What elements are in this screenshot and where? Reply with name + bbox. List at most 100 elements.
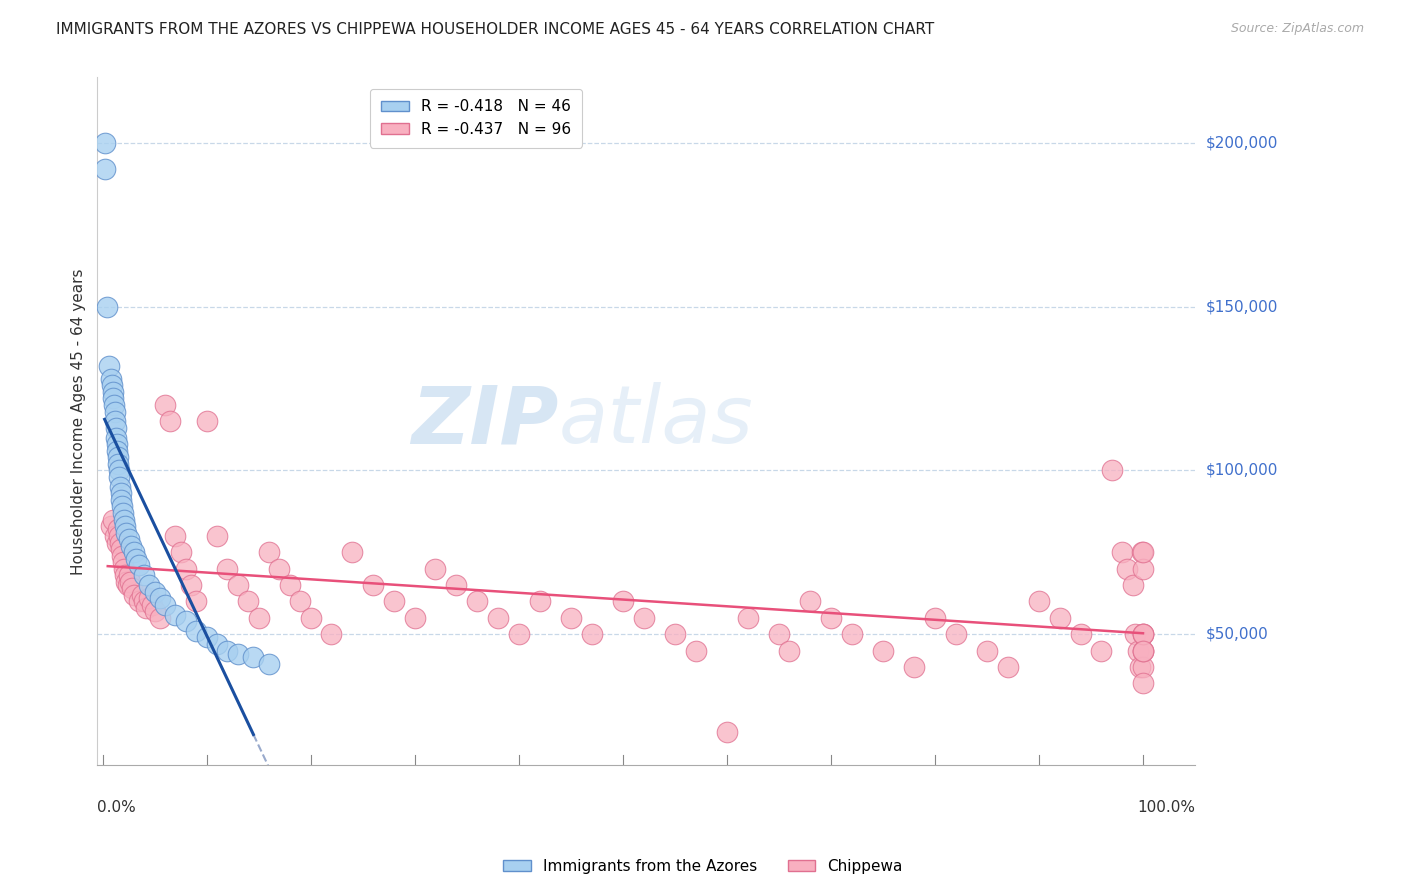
Point [105, 421, 128, 435]
Point [105, 535, 128, 549]
Point [1122, 578, 1144, 592]
Text: Source: ZipAtlas.com: Source: ZipAtlas.com [1230, 22, 1364, 36]
Point [685, 643, 707, 657]
Point [93, 162, 115, 177]
Point [110, 535, 132, 549]
Point [117, 568, 139, 582]
Point [112, 506, 135, 520]
Y-axis label: Householder Income Ages 45 - 64 years: Householder Income Ages 45 - 64 years [72, 268, 86, 574]
Point [716, 725, 738, 739]
Point [924, 611, 946, 625]
Text: $150,000: $150,000 [1206, 299, 1278, 314]
Point [247, 611, 270, 625]
Text: $100,000: $100,000 [1206, 463, 1278, 478]
Point [174, 562, 197, 576]
Point [1132, 627, 1154, 641]
Point [100, 519, 122, 533]
Point [120, 539, 142, 553]
Point [165, 607, 187, 622]
Point [165, 529, 187, 543]
Point [1132, 643, 1154, 657]
Point [149, 611, 172, 625]
Point [737, 611, 759, 625]
Point [105, 443, 128, 458]
Point [278, 578, 301, 592]
Point [101, 384, 124, 399]
Point [342, 545, 364, 559]
Point [93, 136, 115, 150]
Point [1132, 562, 1154, 576]
Point [118, 574, 141, 589]
Point [125, 552, 148, 566]
Point [96, 300, 118, 314]
Point [111, 549, 134, 563]
Point [205, 637, 228, 651]
Point [107, 523, 129, 537]
Point [269, 562, 291, 576]
Point [768, 627, 790, 641]
Point [153, 398, 176, 412]
Point [1126, 643, 1149, 657]
Point [101, 512, 124, 526]
Point [186, 594, 208, 608]
Point [107, 457, 129, 471]
Point [217, 562, 239, 576]
Point [382, 594, 405, 608]
Point [299, 611, 322, 625]
Point [321, 627, 343, 641]
Point [799, 594, 821, 608]
Point [257, 657, 280, 671]
Point [820, 611, 842, 625]
Point [508, 627, 530, 641]
Point [114, 519, 136, 533]
Point [1116, 562, 1139, 576]
Point [153, 598, 176, 612]
Point [103, 398, 125, 412]
Point [446, 578, 468, 592]
Text: $200,000: $200,000 [1206, 136, 1278, 151]
Point [945, 627, 967, 641]
Point [217, 643, 239, 657]
Point [226, 647, 249, 661]
Point [778, 643, 800, 657]
Point [112, 562, 135, 576]
Point [1132, 643, 1154, 657]
Text: atlas: atlas [558, 383, 754, 460]
Point [205, 529, 228, 543]
Point [138, 591, 160, 606]
Point [143, 584, 166, 599]
Point [1132, 643, 1154, 657]
Point [128, 594, 150, 608]
Point [872, 643, 894, 657]
Point [633, 611, 655, 625]
Legend: Immigrants from the Azores, Chippewa: Immigrants from the Azores, Chippewa [498, 853, 908, 880]
Point [115, 574, 138, 589]
Point [104, 414, 127, 428]
Point [104, 404, 127, 418]
Point [143, 604, 166, 618]
Point [195, 414, 218, 428]
Point [108, 463, 131, 477]
Point [108, 529, 131, 543]
Point [117, 578, 139, 592]
Point [100, 372, 122, 386]
Point [117, 533, 139, 547]
Point [169, 545, 191, 559]
Point [238, 594, 260, 608]
Point [115, 525, 138, 540]
Point [1028, 594, 1050, 608]
Point [134, 568, 156, 582]
Point [111, 500, 134, 514]
Point [242, 650, 264, 665]
Point [560, 611, 582, 625]
Legend: R = -0.418   N = 46, R = -0.437   N = 96: R = -0.418 N = 46, R = -0.437 N = 96 [370, 88, 582, 147]
Point [425, 562, 447, 576]
Point [112, 512, 135, 526]
Point [141, 598, 163, 612]
Text: 0.0%: 0.0% [97, 799, 136, 814]
Point [1070, 627, 1092, 641]
Point [97, 359, 120, 373]
Point [108, 470, 131, 484]
Point [112, 555, 135, 569]
Point [131, 588, 153, 602]
